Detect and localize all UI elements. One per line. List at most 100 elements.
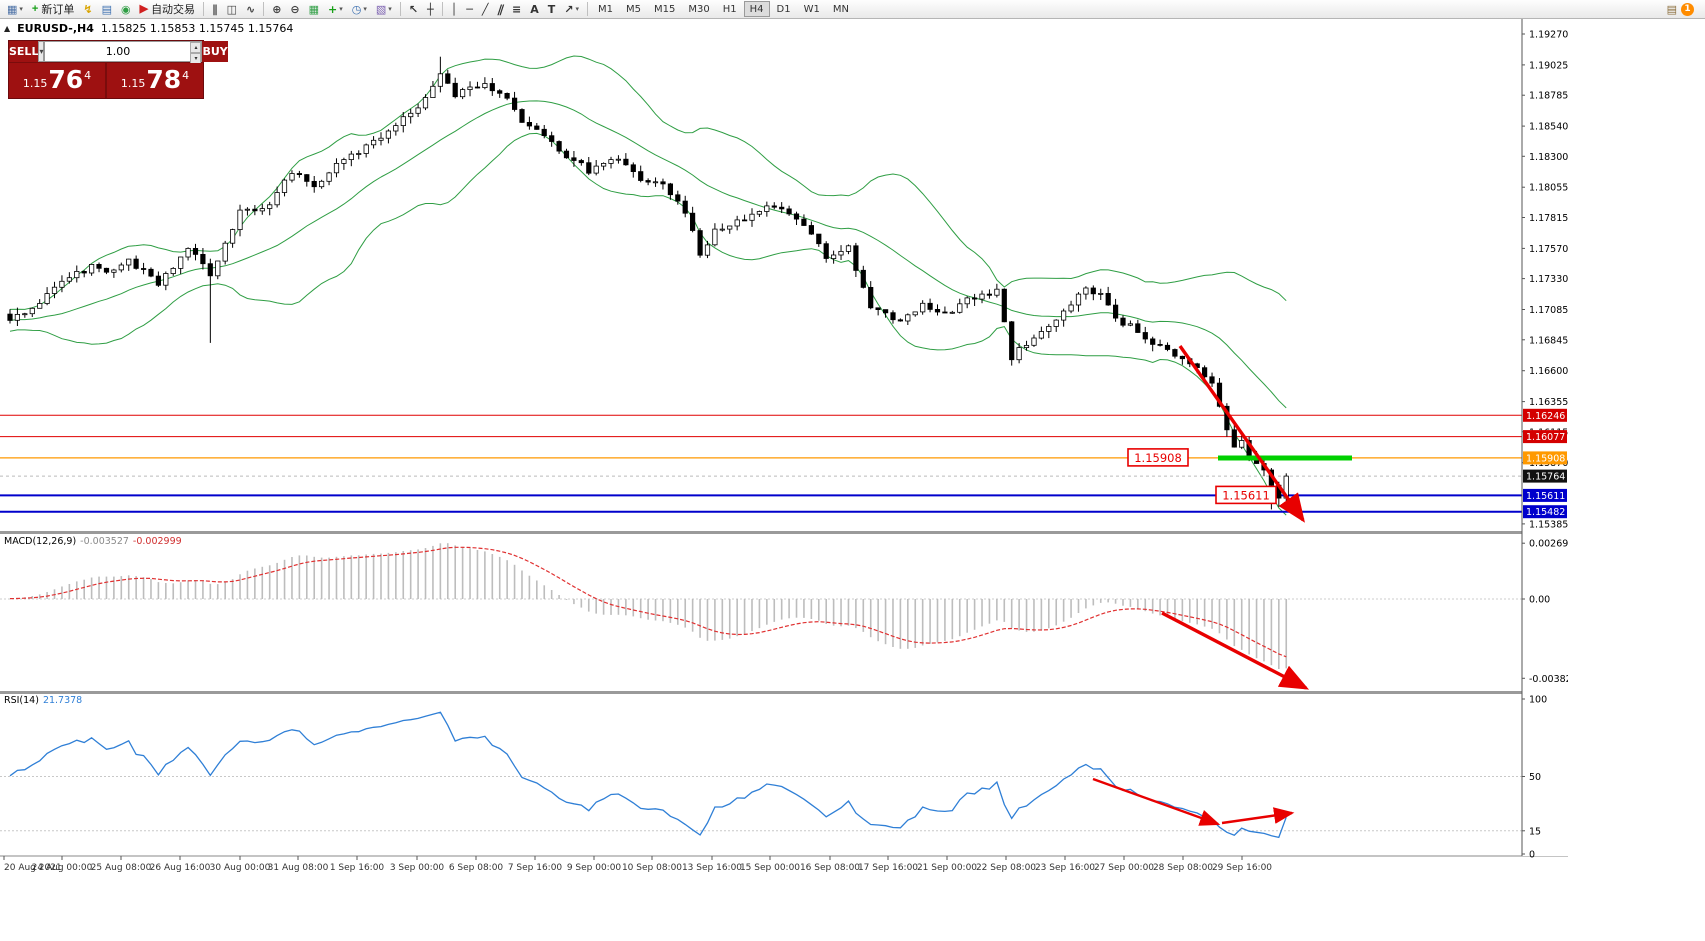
channel-icon[interactable]: ∥: [494, 1, 508, 18]
chart-header: ▲ EURUSD-,H4 1.15825 1.15853 1.15745 1.1…: [4, 22, 293, 35]
candle-body: [252, 208, 258, 212]
zoom-out-icon[interactable]: ⊖: [286, 1, 303, 18]
candle-body: [289, 173, 295, 181]
navigator-icon[interactable]: ◉: [117, 1, 135, 18]
horizontal-line-icon[interactable]: ─: [462, 1, 477, 18]
trend-arrow-main[interactable]: [1178, 345, 1305, 523]
price-callout-text: 1.15611: [1222, 488, 1270, 502]
candle-body: [304, 174, 310, 182]
candle-body: [660, 181, 666, 185]
buy-button-label: BUY: [202, 45, 228, 58]
buy-price[interactable]: 1.15 78 4: [107, 63, 203, 98]
candlestick-mode-icon[interactable]: ◫: [223, 1, 241, 18]
periods-icon[interactable]: ◷ ▾: [348, 1, 371, 18]
crosshair-icon-glyph: ┼: [427, 2, 434, 16]
fibonacci-icon[interactable]: ≡: [508, 1, 525, 18]
line-chart-mode-icon-glyph: ∿: [245, 2, 256, 16]
trend-arrow-rsi-down[interactable]: [1092, 777, 1221, 826]
candle-body: [808, 225, 815, 235]
panel-separator[interactable]: [0, 691, 1568, 694]
candle-body: [118, 264, 124, 271]
axis-price-label: 1.16845: [1529, 335, 1568, 346]
text-icon[interactable]: A: [526, 1, 543, 18]
candle-body: [1075, 293, 1082, 306]
notification-badge[interactable]: 1: [1681, 2, 1694, 16]
timeframe-m30[interactable]: M30: [682, 1, 715, 17]
arrows-tool-icon[interactable]: ↗ ▾: [560, 1, 583, 18]
timeframe-m15[interactable]: M15: [648, 1, 681, 17]
text-label-icon[interactable]: T: [544, 1, 560, 18]
candle-body: [1001, 288, 1007, 323]
candle-body: [1031, 337, 1037, 346]
buy-button[interactable]: BUY: [202, 41, 228, 62]
timeframe-m1[interactable]: M1: [592, 1, 619, 17]
candle-body: [972, 297, 978, 300]
trendline-icon[interactable]: ╱: [478, 1, 493, 18]
chart-profiles-icon[interactable]: ↯: [79, 1, 96, 18]
trend-arrow-rsi-up[interactable]: [1221, 807, 1295, 825]
toolbar-separator: [203, 2, 205, 16]
candle-body: [1120, 317, 1126, 326]
new-chart-icon[interactable]: ▦ ▾: [3, 1, 27, 18]
timeframe-m5[interactable]: M5: [620, 1, 647, 17]
autotrading-button[interactable]: ▶ 自动交易: [136, 1, 199, 18]
price-callout[interactable]: 1.15908: [1127, 448, 1189, 467]
templates-icon[interactable]: ▧ ▾: [372, 1, 396, 18]
bar-chart-mode-icon[interactable]: ∥: [208, 1, 222, 18]
candle-body: [385, 130, 392, 139]
price-callout-box: [1215, 485, 1277, 505]
dropdown-arrow-icon[interactable]: ▾: [575, 5, 580, 13]
report-icon[interactable]: ▤: [1666, 2, 1677, 16]
dropdown-arrow-icon[interactable]: ▾: [363, 5, 367, 13]
dropdown-arrow-icon[interactable]: ▾: [388, 5, 392, 13]
dropdown-arrow-icon[interactable]: ▾: [19, 5, 23, 13]
autotrading-glyph: ▶: [139, 2, 149, 15]
timeframe-h4[interactable]: H4: [743, 1, 770, 17]
candle-body: [467, 86, 473, 90]
time-label: 7 Sep 16:00: [508, 863, 563, 873]
dropdown-arrow-icon[interactable]: ▾: [339, 5, 343, 13]
channel-icon-glyph: ∥: [495, 2, 506, 16]
trend-arrow-macd[interactable]: [1161, 611, 1310, 690]
new-order-button[interactable]: + 新订单: [28, 1, 78, 18]
timeframe-w1[interactable]: W1: [798, 1, 826, 17]
axis-badge-text: 1.15908: [1526, 453, 1565, 464]
oneclick-collapse-icon[interactable]: ▲: [4, 24, 11, 33]
sell-button[interactable]: SELL: [9, 41, 39, 62]
price-chart[interactable]: 1.15908 1.15611 1.19270 1.19025 1.18785 1.185…: [0, 19, 1568, 941]
line-chart-mode-icon[interactable]: ∿: [242, 1, 259, 18]
candle-body: [964, 297, 970, 305]
time-label: 17 Sep 16:00: [858, 863, 918, 873]
candle-body: [1083, 287, 1089, 295]
zoom-in-icon[interactable]: ⊕: [268, 1, 285, 18]
candle-body: [1157, 343, 1163, 346]
order-type-dropdown-icon[interactable]: ▾: [38, 41, 45, 62]
indicators-icon-glyph: +: [328, 2, 338, 16]
templates-icon-glyph: ▧: [375, 2, 387, 16]
candle-body: [459, 89, 466, 98]
vertical-line-icon[interactable]: │: [447, 1, 462, 18]
sell-price[interactable]: 1.15 76 4: [9, 63, 105, 98]
panel-separator[interactable]: [0, 531, 1568, 534]
timeframe-d1[interactable]: D1: [771, 1, 797, 17]
candle-body: [259, 208, 265, 212]
candle-body: [192, 247, 199, 255]
new-order-glyph: +: [31, 2, 39, 15]
tile-windows-icon[interactable]: ▦: [305, 1, 323, 18]
macd-axis-label: 0.00269: [1529, 539, 1568, 550]
candle-body: [356, 153, 362, 155]
timeframe-h1[interactable]: H1: [717, 1, 743, 17]
volume-up-icon[interactable]: ▴: [190, 42, 202, 53]
indicators-icon[interactable]: + ▾: [324, 1, 347, 18]
candle-body: [37, 303, 43, 309]
cursor-icon[interactable]: ↖: [405, 1, 422, 18]
crosshair-icon[interactable]: ┼: [423, 1, 438, 18]
timeframe-mn[interactable]: MN: [827, 1, 855, 17]
time-label: 21 Sep 00:00: [917, 863, 977, 873]
candle-body: [1098, 292, 1104, 295]
candle-body: [14, 313, 20, 321]
price-callout[interactable]: 1.15611: [1215, 485, 1277, 505]
volume-input[interactable]: [45, 42, 191, 61]
market-watch-icon[interactable]: ▤: [98, 1, 116, 18]
